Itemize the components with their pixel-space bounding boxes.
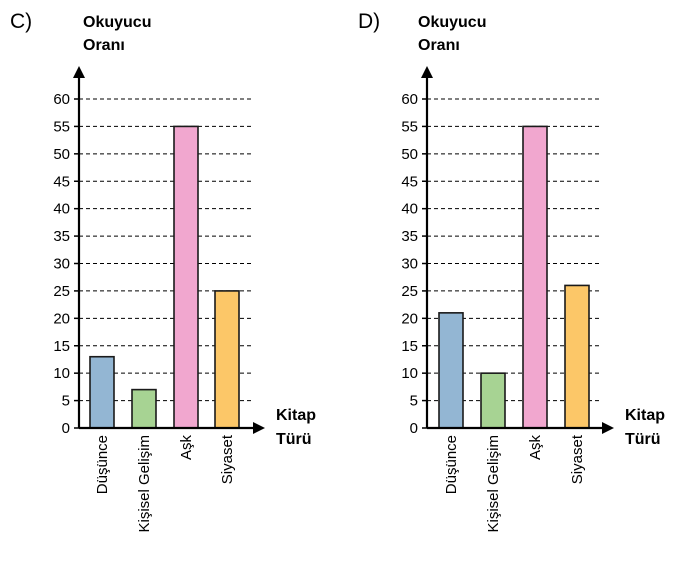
category-label-2: Aşk bbox=[527, 435, 544, 461]
y-axis-title-line1: Okuyucu bbox=[418, 14, 486, 31]
y-tick-label: 15 bbox=[53, 338, 70, 355]
y-tick-label: 35 bbox=[401, 228, 418, 245]
y-tick-label: 25 bbox=[53, 283, 70, 300]
category-label-3: Siyaset bbox=[569, 434, 586, 484]
y-axis-title-line1: Okuyucu bbox=[83, 14, 151, 31]
y-axis-title-line2: Oranı bbox=[418, 37, 460, 54]
category-label-1: Kişisel Gelişim bbox=[485, 435, 502, 533]
y-tick-label: 45 bbox=[53, 173, 70, 190]
y-tick-label: 5 bbox=[62, 393, 70, 410]
category-label-0: Düşünce bbox=[443, 435, 460, 494]
y-tick-label: 60 bbox=[401, 91, 418, 108]
y-tick-label: 55 bbox=[401, 118, 418, 135]
category-label-3: Siyaset bbox=[219, 434, 236, 484]
y-tick-label: 0 bbox=[62, 420, 70, 437]
bar-2 bbox=[173, 125, 199, 429]
y-tick-label: 0 bbox=[410, 420, 418, 437]
bar-1 bbox=[480, 372, 506, 429]
y-tick-label: 15 bbox=[401, 338, 418, 355]
x-axis-title-line1: Kitap bbox=[276, 407, 316, 424]
option-label: D) bbox=[358, 10, 380, 33]
x-axis-title-line2: Türü bbox=[276, 431, 312, 448]
chart-panel-d: D) Okuyucu Oranı 0 5 10 15 20 25 30 35 40 45 50 55 60 Ki… bbox=[358, 10, 665, 533]
x-axis-arrow bbox=[253, 422, 265, 434]
x-axis-arrow bbox=[602, 422, 614, 434]
y-tick-label: 25 bbox=[401, 283, 418, 300]
y-axis-arrow bbox=[421, 66, 433, 78]
y-tick-label: 50 bbox=[53, 146, 70, 163]
category-label-0: Düşünce bbox=[94, 435, 111, 494]
bar-2 bbox=[522, 125, 548, 429]
y-tick-label: 30 bbox=[401, 256, 418, 273]
y-axis-arrow bbox=[73, 66, 85, 78]
y-tick-label: 55 bbox=[53, 118, 70, 135]
option-label: C) bbox=[10, 10, 32, 33]
y-tick-label: 40 bbox=[53, 201, 70, 218]
y-tick-label: 10 bbox=[401, 365, 418, 382]
bar-3 bbox=[564, 284, 590, 429]
y-axis-title-line2: Oranı bbox=[83, 37, 125, 54]
y-tick-label: 10 bbox=[53, 365, 70, 382]
chart-panel-c: C) Okuyucu Oranı 0 5 10 15 20 25 30 35 40 45 50 55 60 Ki… bbox=[10, 10, 316, 533]
y-tick-label: 5 bbox=[410, 393, 418, 410]
category-label-2: Aşk bbox=[178, 435, 195, 461]
y-tick-label: 50 bbox=[401, 146, 418, 163]
y-tick-label: 35 bbox=[53, 228, 70, 245]
y-tick-label: 45 bbox=[401, 173, 418, 190]
bar-3 bbox=[214, 290, 240, 429]
bar-0 bbox=[89, 355, 115, 429]
category-label-1: Kişisel Gelişim bbox=[136, 435, 153, 533]
y-tick-label: 20 bbox=[401, 310, 418, 327]
x-axis-title-line1: Kitap bbox=[625, 407, 665, 424]
y-tick-label: 20 bbox=[53, 310, 70, 327]
y-tick-label: 40 bbox=[401, 201, 418, 218]
y-tick-label: 60 bbox=[53, 91, 70, 108]
y-tick-label: 30 bbox=[53, 256, 70, 273]
bar-0 bbox=[438, 312, 464, 429]
bar-1 bbox=[131, 388, 157, 429]
x-axis-title-line2: Türü bbox=[625, 431, 661, 448]
